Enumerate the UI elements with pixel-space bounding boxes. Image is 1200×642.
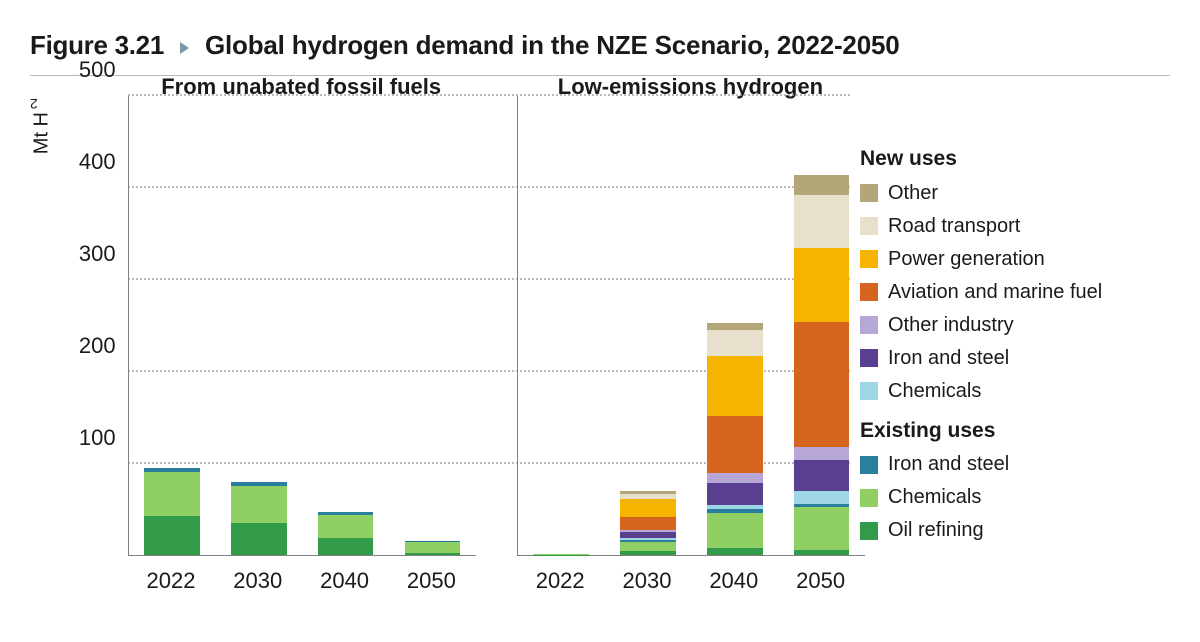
bar-slot <box>778 96 865 555</box>
bar-segment <box>144 472 200 516</box>
bar-segment <box>794 322 850 447</box>
bar-slot <box>605 96 692 555</box>
legend-label: Other industry <box>888 309 1014 342</box>
bar-segment <box>231 523 287 555</box>
bar-segment <box>231 486 287 523</box>
x-tick-label: 2050 <box>777 568 864 602</box>
x-tick-label: 2040 <box>690 568 777 602</box>
chart-panel <box>517 96 865 556</box>
legend-item: Chemicals <box>860 481 1170 514</box>
bar-segment <box>707 548 763 555</box>
bar-slot <box>518 96 605 555</box>
bar-slot <box>389 96 476 555</box>
bar-slot <box>691 96 778 555</box>
legend-label: Chemicals <box>888 375 981 408</box>
legend-item: Chemicals <box>860 375 1170 408</box>
bar <box>318 96 374 555</box>
bar <box>707 96 763 555</box>
figure-header: Figure 3.21 Global hydrogen demand in th… <box>30 30 1170 76</box>
figure-title: Global hydrogen demand in the NZE Scenar… <box>205 30 900 61</box>
legend-item: Power generation <box>860 243 1170 276</box>
y-axis-label: Mt H2 <box>30 96 54 156</box>
legend-group-title: New uses <box>860 142 1170 177</box>
bar-segment <box>794 550 850 556</box>
plot-body <box>128 96 850 556</box>
bar-segment <box>794 195 850 248</box>
x-tick-labels: 20222030204020502022203020402050 <box>128 562 850 602</box>
y-tick-label: 500 <box>79 57 116 83</box>
y-tick-label: 300 <box>79 241 116 267</box>
bar <box>620 96 676 555</box>
bar-segment <box>707 356 763 417</box>
bar-segment <box>318 538 374 555</box>
x-tick-label: 2030 <box>604 568 691 602</box>
bar-segment <box>620 517 676 530</box>
bar <box>405 96 461 555</box>
x-tick-label: 2030 <box>214 568 301 602</box>
bar-segment <box>620 551 676 555</box>
bar <box>144 96 200 555</box>
legend: New usesOtherRoad transportPower generat… <box>850 92 1170 602</box>
legend-label: Oil refining <box>888 514 984 547</box>
legend-label: Road transport <box>888 210 1020 243</box>
y-tick-label: 400 <box>79 149 116 175</box>
legend-label: Iron and steel <box>888 448 1009 481</box>
bar-segment <box>318 515 374 539</box>
bar <box>794 96 850 555</box>
legend-label: Chemicals <box>888 481 981 514</box>
chart-row: Mt H2 100200300400500 From unabated foss… <box>30 92 1170 602</box>
y-tick-label: 200 <box>79 333 116 359</box>
legend-group-title: Existing uses <box>860 414 1170 449</box>
figure-container: Figure 3.21 Global hydrogen demand in th… <box>0 0 1200 612</box>
bar-segment <box>405 553 461 555</box>
bar-segment <box>707 323 763 330</box>
bar-segment <box>707 483 763 505</box>
bar-segment <box>707 473 763 482</box>
bar-segment <box>794 447 850 460</box>
bar-slot <box>302 96 389 555</box>
bar-segment <box>794 460 850 491</box>
y-tick-labels: 100200300400500 <box>54 96 124 556</box>
legend-label: Aviation and marine fuel <box>888 276 1102 309</box>
legend-item: Aviation and marine fuel <box>860 276 1170 309</box>
bar-segment <box>707 513 763 548</box>
y-tick-label: 100 <box>79 425 116 451</box>
plot-area: 100200300400500 From unabated fossil fue… <box>54 92 850 602</box>
bar-segment <box>144 516 200 555</box>
legend-label: Other <box>888 177 938 210</box>
x-tick-label: 2050 <box>388 568 475 602</box>
legend-item: Road transport <box>860 210 1170 243</box>
bar-segment <box>707 416 763 473</box>
legend-item: Oil refining <box>860 514 1170 547</box>
legend-item: Other industry <box>860 309 1170 342</box>
bar-segment <box>794 248 850 321</box>
bar-segment <box>405 542 461 553</box>
legend-label: Iron and steel <box>888 342 1009 375</box>
chart-panel <box>128 96 476 556</box>
x-tick-label: 2022 <box>517 568 604 602</box>
bar-segment <box>707 330 763 356</box>
legend-item: Iron and steel <box>860 448 1170 481</box>
bar-segment <box>794 491 850 504</box>
bar-segment <box>620 499 676 517</box>
legend-label: Power generation <box>888 243 1045 276</box>
bar-segment <box>794 507 850 549</box>
x-tick-label: 2040 <box>301 568 388 602</box>
bar <box>533 96 589 555</box>
bar <box>231 96 287 555</box>
bar-segment <box>620 542 676 551</box>
x-tick-label: 2022 <box>128 568 215 602</box>
y-axis-label-sub: 2 <box>30 96 38 112</box>
bar-slot <box>129 96 216 555</box>
y-axis-label-prefix: Mt H <box>31 112 53 154</box>
bar-slot <box>215 96 302 555</box>
legend-item: Iron and steel <box>860 342 1170 375</box>
legend-item: Other <box>860 177 1170 210</box>
bar-segment <box>794 175 850 195</box>
triangle-icon <box>180 42 189 54</box>
